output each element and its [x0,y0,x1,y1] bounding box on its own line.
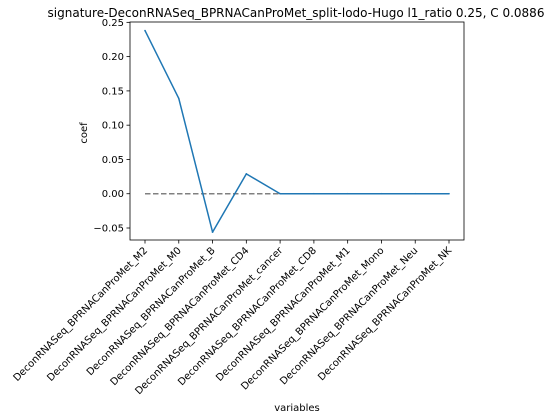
y-tick-label-2: 0.05 [102,155,124,166]
axes-frame [129,21,465,241]
y-tick-label-4: 0.15 [102,86,124,97]
y-axis-label: coef [79,122,90,144]
y-tick-label-0: −0.05 [93,224,124,235]
chart-title: signature-DeconRNASeq_BPRNACanProMet_spl… [48,6,545,20]
series-line-0 [144,30,449,233]
y-tick-label-3: 0.10 [102,121,124,132]
data-point-3 [245,173,248,175]
data-point-6 [346,192,349,195]
data-point-8 [414,192,417,195]
data-point-4 [279,192,281,195]
data-point-2 [211,231,214,233]
y-tick-label-5: 0.20 [102,52,124,63]
data-point-1 [177,97,180,100]
y-tick-label-1: 0.00 [102,189,124,200]
y-tick-label-6: 0.25 [102,18,124,29]
data-point-5 [313,192,315,195]
data-point-7 [380,192,383,195]
data-point-9 [448,192,450,195]
data-point-0 [144,29,146,32]
x-axis-label: variables [274,403,320,414]
